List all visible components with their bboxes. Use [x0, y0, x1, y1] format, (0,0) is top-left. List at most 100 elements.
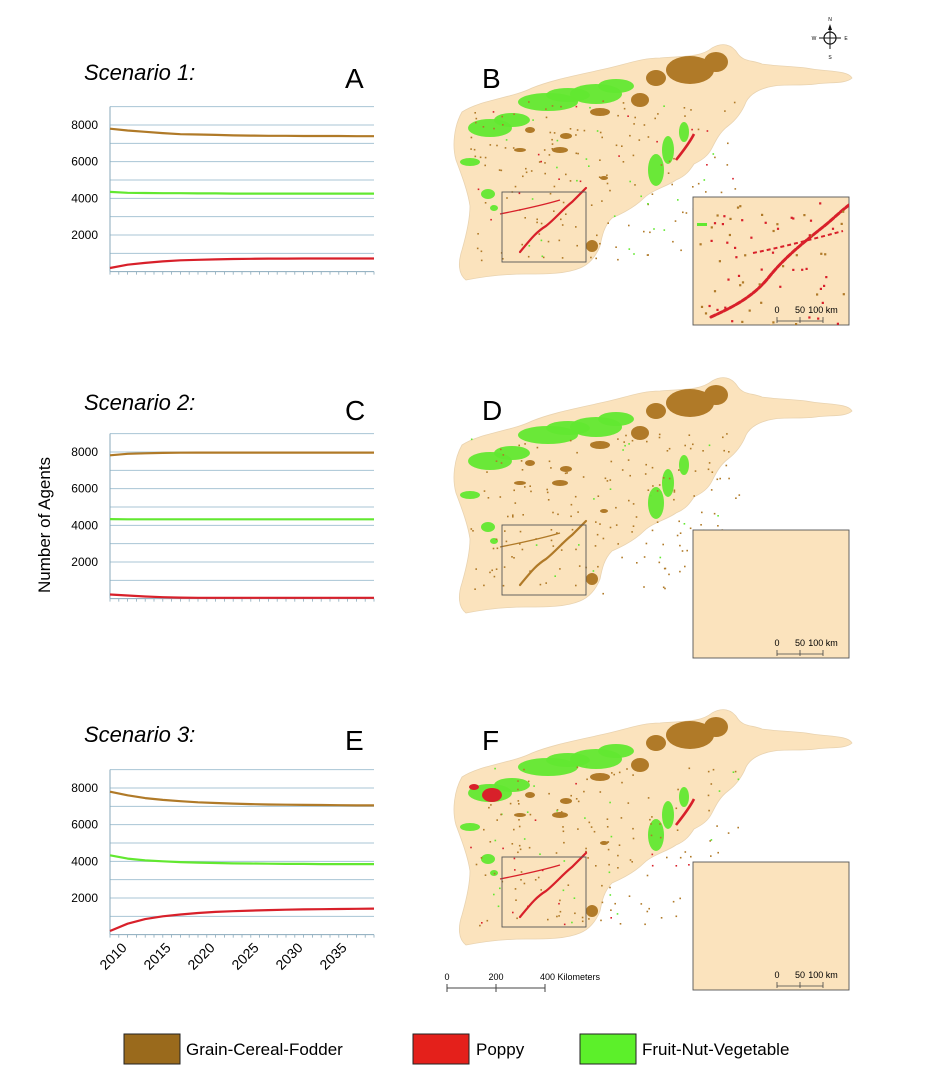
land-pixel — [524, 443, 526, 445]
land-pixel — [676, 534, 679, 537]
land-pixel — [678, 520, 680, 523]
land-pixel — [502, 454, 505, 456]
land-pixel — [650, 494, 652, 497]
land-pixel — [575, 798, 578, 800]
land-pixel — [502, 124, 504, 126]
land-pixel — [559, 910, 562, 913]
chart-scenario-1: 8000 6000 4000 2000 — [71, 106, 375, 275]
land-pixel — [545, 108, 547, 110]
land-pixel — [668, 447, 671, 450]
inset-pixel — [795, 323, 798, 325]
y-tick-label: 2000 — [71, 555, 98, 569]
land-pixel — [556, 810, 558, 812]
land-pixel — [594, 545, 597, 547]
inset-pixel — [760, 301, 763, 304]
land-pixel — [679, 544, 681, 547]
land-pixel — [734, 770, 737, 773]
land-pixel — [617, 854, 619, 857]
land-pixel — [575, 152, 578, 155]
land-pixel — [684, 565, 686, 568]
land-pixel — [500, 462, 503, 464]
grain-patch — [600, 509, 608, 513]
land-pixel — [726, 433, 728, 435]
land-pixel — [610, 460, 613, 463]
map-scenario-3: 0 50 100 km — [453, 709, 853, 991]
land-pixel — [514, 185, 517, 188]
land-pixel — [660, 917, 663, 919]
land-pixel — [470, 438, 473, 441]
land-pixel — [529, 485, 531, 487]
fruit-patch — [648, 154, 664, 186]
land-pixel — [581, 916, 584, 919]
land-pixel — [737, 778, 740, 781]
land-pixel — [688, 767, 691, 770]
grain-patch — [631, 93, 649, 107]
land-pixel — [711, 471, 714, 473]
land-pixel — [474, 112, 476, 114]
land-pixel — [607, 443, 610, 446]
land-pixel — [505, 139, 508, 141]
land-pixel — [708, 809, 710, 812]
land-pixel — [549, 192, 552, 195]
land-pixel — [689, 447, 692, 450]
land-pixel — [517, 800, 520, 802]
land-pixel — [493, 872, 496, 875]
poppy-patch — [674, 133, 696, 161]
land-pixel — [486, 919, 489, 922]
land-pixel — [573, 897, 576, 899]
fruit-patch — [662, 469, 674, 497]
land-pixel — [608, 863, 610, 866]
panel-letter-f: F — [482, 725, 499, 756]
land-pixel — [679, 856, 682, 859]
land-pixel — [712, 768, 715, 771]
inset-pixel — [771, 251, 775, 254]
valley-cultivation — [518, 519, 588, 587]
land-pixel — [617, 438, 619, 440]
land-pixel — [676, 829, 679, 831]
land-pixel — [692, 186, 694, 188]
land-pixel — [732, 771, 735, 773]
land-pixel — [672, 900, 675, 903]
inset-pixel — [809, 219, 813, 222]
land-pixel — [631, 861, 633, 863]
inset-pixel — [700, 305, 704, 308]
land-pixel — [576, 766, 579, 769]
land-pixel — [515, 899, 517, 901]
land-pixel — [697, 182, 700, 185]
land-pixel — [606, 818, 609, 820]
legend: Grain-Cereal-Fodder Poppy Fruit-Nut-Vege… — [123, 1033, 789, 1065]
svg-text:W: W — [812, 36, 817, 42]
land-pixel — [726, 164, 729, 166]
valley-cultivation — [499, 864, 561, 880]
fruit-patch — [481, 854, 495, 864]
land-pixel — [540, 889, 542, 891]
land-pixel — [575, 584, 577, 587]
land-pixel — [493, 575, 496, 578]
inset-pixel — [716, 214, 719, 217]
land-pixel — [735, 497, 737, 499]
grain-patch — [560, 798, 572, 804]
land-pixel — [560, 218, 562, 221]
grain-patch — [704, 52, 728, 72]
land-pixel — [504, 530, 506, 532]
land-pixel — [658, 436, 661, 439]
land-pixel — [609, 886, 611, 889]
land-pixel — [470, 528, 473, 530]
land-pixel — [595, 521, 597, 523]
land-pixel — [640, 195, 642, 198]
panel-letter-d: D — [482, 395, 502, 426]
land-pixel — [643, 586, 645, 588]
land-pixel — [707, 770, 710, 773]
land-pixel — [520, 460, 523, 462]
land-pixel — [481, 922, 483, 924]
land-pixel — [617, 867, 619, 869]
land-pixel — [520, 871, 523, 873]
land-pixel — [495, 538, 498, 541]
land-pixel — [484, 874, 487, 876]
land-pixel — [668, 477, 671, 480]
land-pixel — [679, 897, 681, 900]
y-tick-label: 4000 — [71, 191, 98, 205]
land-pixel — [609, 479, 612, 481]
inset-pixel — [825, 276, 828, 279]
panel-row-1: Scenario 1: A 8000 6000 4000 2000 B 0 50 100 … — [71, 44, 853, 326]
